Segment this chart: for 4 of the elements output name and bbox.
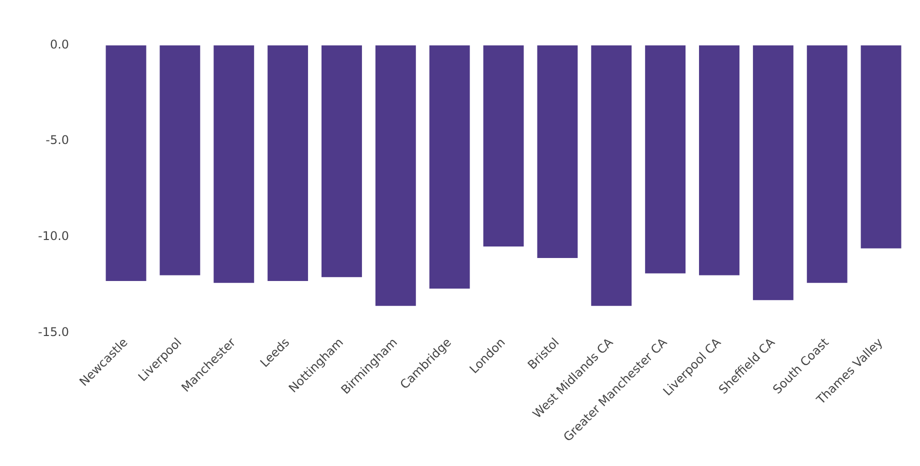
y-tick-label: -10.0 [38, 229, 70, 244]
y-tick-label: -15.0 [38, 324, 70, 339]
y-tick-label: -5.0 [46, 133, 70, 148]
y-tick-label: 0.0 [50, 37, 70, 52]
